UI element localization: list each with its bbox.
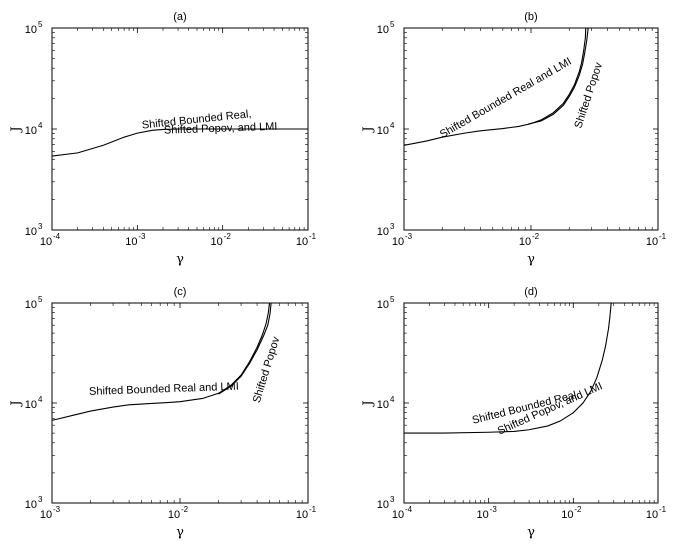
plot-frame	[51, 302, 309, 504]
panel-title: (c)	[174, 286, 187, 298]
x-tick-exponent: -4	[405, 505, 413, 514]
chart-panel-0: 10 -4 10 -3 10 -2 10 -110 310 410 5γJ(a)Shifted Bo…	[9, 11, 317, 267]
y-tick-exponent: 5	[38, 20, 43, 29]
x-tick-label: 10	[392, 509, 404, 521]
series-line-1	[218, 303, 272, 395]
curve-annotation: Shifted Popov	[572, 61, 605, 130]
x-tick-label: 10	[392, 236, 404, 248]
panel-title: (b)	[524, 11, 537, 23]
x-tick-label: 10	[646, 236, 658, 248]
y-tick-exponent: 3	[390, 495, 395, 504]
y-tick-label: 10	[377, 24, 389, 36]
x-tick-exponent: -1	[659, 505, 667, 514]
x-tick-exponent: -2	[574, 505, 582, 514]
x-tick-label: 10	[40, 509, 52, 521]
x-tick-exponent: -2	[181, 505, 189, 514]
x-tick-exponent: -3	[138, 232, 146, 241]
y-tick-exponent: 5	[390, 295, 395, 304]
y-axis-label: J	[9, 126, 24, 133]
x-tick-label: 10	[125, 236, 137, 248]
x-axis-label: γ	[176, 525, 184, 540]
x-tick-label: 10	[296, 509, 308, 521]
y-axis-label: J	[9, 400, 24, 407]
y-tick-exponent: 4	[390, 121, 395, 130]
x-tick-exponent: -2	[532, 232, 540, 241]
y-tick-label: 10	[25, 299, 37, 311]
series-line-0	[404, 303, 612, 434]
x-tick-exponent: -2	[224, 232, 232, 241]
y-tick-label: 10	[377, 299, 389, 311]
curve-annotation: Shifted Bounded Real and LMI	[89, 381, 239, 398]
chart-panel-3: 10 -4 10 -3 10 -2 10 -110 310 410 5γJ(d)Shifted Bo…	[361, 286, 667, 540]
curve-annotation: Shifted Popov	[251, 335, 283, 404]
y-axis-label: J	[361, 400, 376, 407]
y-tick-label: 10	[25, 125, 37, 137]
y-tick-exponent: 5	[38, 295, 43, 304]
series-line-1	[528, 28, 589, 125]
x-tick-exponent: -3	[53, 505, 61, 514]
y-tick-exponent: 3	[38, 495, 43, 504]
y-axis-label: J	[361, 126, 376, 133]
x-tick-exponent: -3	[490, 505, 498, 514]
x-tick-label: 10	[168, 509, 180, 521]
series-line-0	[52, 128, 308, 157]
y-tick-exponent: 3	[390, 222, 395, 231]
series-line-0	[404, 28, 587, 146]
x-tick-label: 10	[561, 509, 573, 521]
panel-title: (a)	[173, 11, 186, 23]
y-tick-label: 10	[25, 24, 37, 36]
y-tick-exponent: 3	[38, 222, 43, 231]
x-tick-exponent: -4	[53, 232, 61, 241]
curve-annotation: Shifted Popov, and LMI	[164, 121, 278, 137]
y-tick-label: 10	[377, 125, 389, 137]
y-tick-label: 10	[377, 399, 389, 411]
y-tick-exponent: 4	[38, 121, 43, 130]
y-tick-label: 10	[377, 226, 389, 238]
y-tick-label: 10	[377, 499, 389, 511]
y-tick-label: 10	[25, 399, 37, 411]
y-tick-exponent: 5	[390, 20, 395, 29]
panel-title: (d)	[524, 286, 537, 298]
x-axis-label: γ	[527, 252, 535, 267]
y-tick-label: 10	[25, 226, 37, 238]
y-tick-exponent: 4	[38, 395, 43, 404]
x-tick-label: 10	[40, 236, 52, 248]
x-tick-exponent: -3	[405, 232, 413, 241]
x-tick-exponent: -1	[309, 505, 317, 514]
x-tick-exponent: -1	[659, 232, 667, 241]
y-tick-label: 10	[25, 499, 37, 511]
series-line-0	[52, 303, 271, 421]
x-tick-label: 10	[296, 236, 308, 248]
x-tick-label: 10	[519, 236, 531, 248]
x-tick-label: 10	[211, 236, 223, 248]
chart-panel-2: 10 -3 10 -2 10 -110 310 410 5γJ(c)Shifted Bounde…	[9, 286, 317, 540]
x-axis-label: γ	[527, 525, 535, 540]
x-axis-label: γ	[176, 252, 184, 267]
chart-panel-1: 10 -3 10 -2 10 -110 310 410 5γJ(b)Shifted Bounde…	[361, 11, 667, 267]
x-tick-label: 10	[646, 509, 658, 521]
x-tick-label: 10	[477, 509, 489, 521]
x-tick-exponent: -1	[309, 232, 317, 241]
y-tick-exponent: 4	[390, 395, 395, 404]
